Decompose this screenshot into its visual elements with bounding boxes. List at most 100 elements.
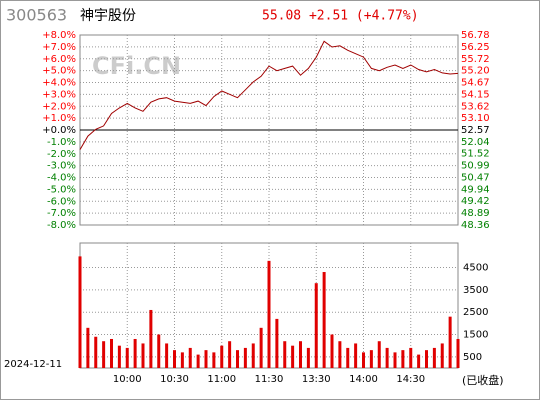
y2-tick-label: +5.0%	[42, 66, 76, 77]
stock-name: 神宇股份	[80, 8, 136, 24]
volume-bar	[117, 345, 121, 368]
volume-bar	[306, 347, 310, 368]
x-tick-label: 13:30	[302, 374, 331, 385]
volume-bar	[133, 338, 137, 368]
y-tick-label: 3500	[463, 285, 488, 296]
volume-bar	[432, 347, 436, 368]
y2-tick-label: -8.0%	[47, 220, 76, 231]
x-tick-label: 14:00	[349, 374, 378, 385]
volume-bar	[409, 347, 413, 368]
y2-tick-label: -6.0%	[47, 196, 76, 207]
y-tick-label: 49.94	[461, 184, 490, 195]
volume-bar	[393, 352, 397, 368]
date: 2024-12-11	[4, 359, 62, 370]
volume-bar	[86, 327, 90, 368]
y2-tick-label: +2.0%	[42, 101, 76, 112]
price-line	[79, 40, 459, 150]
volume-bar	[456, 338, 460, 368]
y2-tick-label: +3.0%	[42, 89, 76, 100]
y-tick-label: 1500	[463, 330, 488, 341]
y-tick-label: 54.67	[461, 78, 490, 89]
y-tick-label: 50.99	[461, 161, 490, 172]
volume-bar	[338, 341, 342, 368]
y2-tick-label: -3.0%	[47, 161, 76, 172]
y-tick-label: 54.15	[461, 89, 490, 100]
volume-bar	[425, 350, 428, 368]
stock-code: 300563	[6, 6, 67, 25]
y2-tick-label: +7.0%	[42, 42, 76, 53]
volume-bar	[362, 352, 365, 368]
volume-bar	[440, 343, 444, 368]
volume-bar	[236, 350, 239, 368]
y-tick-label: 49.42	[461, 196, 490, 207]
y-tick-label: 53.10	[461, 113, 490, 124]
y2-tick-label: -7.0%	[47, 208, 76, 219]
volume-bar	[125, 347, 129, 368]
x-tick-label: 10:30	[160, 374, 189, 385]
y-tick-label: 55.20	[461, 66, 490, 77]
x-tick-label: 14:30	[396, 374, 425, 385]
y2-tick-label: +1.0%	[42, 113, 76, 124]
y2-tick-label: +8.0%	[42, 30, 76, 41]
volume-bar	[291, 345, 295, 368]
volume-bar	[267, 260, 271, 368]
volume-bar	[173, 350, 176, 368]
volume-bar	[283, 341, 287, 368]
volume-bar	[102, 341, 106, 368]
y-tick-label: 4500	[463, 263, 488, 274]
volume-bar	[196, 354, 200, 368]
y-tick-label: 52.57	[461, 125, 490, 136]
y-tick-label: 48.89	[461, 208, 490, 219]
watermark: CFi.CN	[92, 52, 181, 80]
x-tick-label: 11:00	[207, 374, 236, 385]
y-tick-label: 48.36	[461, 220, 490, 231]
status: (已收盘)	[462, 373, 504, 387]
volume-bar	[377, 341, 381, 368]
y-tick-label: 50.47	[461, 172, 490, 183]
y-tick-label: 500	[463, 352, 482, 363]
volume-bar	[141, 343, 145, 368]
volume-bar	[369, 350, 373, 368]
volume-bar	[417, 354, 421, 368]
volume-bar	[330, 334, 334, 368]
volume-bar	[165, 343, 169, 368]
y2-tick-label: -2.0%	[47, 149, 76, 160]
y2-tick-label: +4.0%	[42, 78, 76, 89]
y2-tick-label: -5.0%	[47, 184, 76, 195]
volume-bar	[220, 345, 224, 368]
x-tick-label: 10:00	[113, 374, 142, 385]
y2-tick-label: +0.0%	[42, 125, 76, 136]
y-tick-label: 56.25	[461, 42, 490, 53]
volume-bar	[259, 327, 263, 368]
volume-bar	[212, 352, 216, 368]
volume-bar	[157, 334, 161, 368]
y-tick-label: 55.72	[461, 54, 490, 65]
quote: 55.08 +2.51 (+4.77%)	[262, 9, 419, 24]
volume-bar	[354, 343, 358, 368]
volume-bar	[251, 343, 255, 368]
y-tick-label: 2500	[463, 307, 488, 318]
volume-bar	[299, 341, 302, 368]
volume-bar	[401, 350, 405, 368]
volume-bar	[149, 309, 153, 368]
volume-bar	[94, 336, 98, 368]
volume-bar	[78, 256, 82, 368]
volume-bar	[314, 283, 318, 368]
volume-bar	[448, 316, 452, 368]
volume-bar	[275, 318, 279, 368]
volume-bar	[322, 272, 326, 368]
y-tick-label: 51.52	[461, 149, 490, 160]
volume-bar	[204, 350, 208, 368]
volume-bar	[188, 347, 192, 368]
y-tick-label: 53.62	[461, 101, 490, 112]
volume-bar	[180, 352, 184, 368]
volume-bar	[346, 347, 350, 368]
y2-tick-label: -1.0%	[47, 137, 76, 148]
volume-bar	[385, 347, 389, 368]
volume-bar	[110, 338, 113, 368]
y2-tick-label: -4.0%	[47, 173, 76, 184]
volume-bar	[243, 347, 247, 368]
y-tick-label: 52.04	[461, 137, 490, 148]
y2-tick-label: +6.0%	[42, 54, 76, 65]
